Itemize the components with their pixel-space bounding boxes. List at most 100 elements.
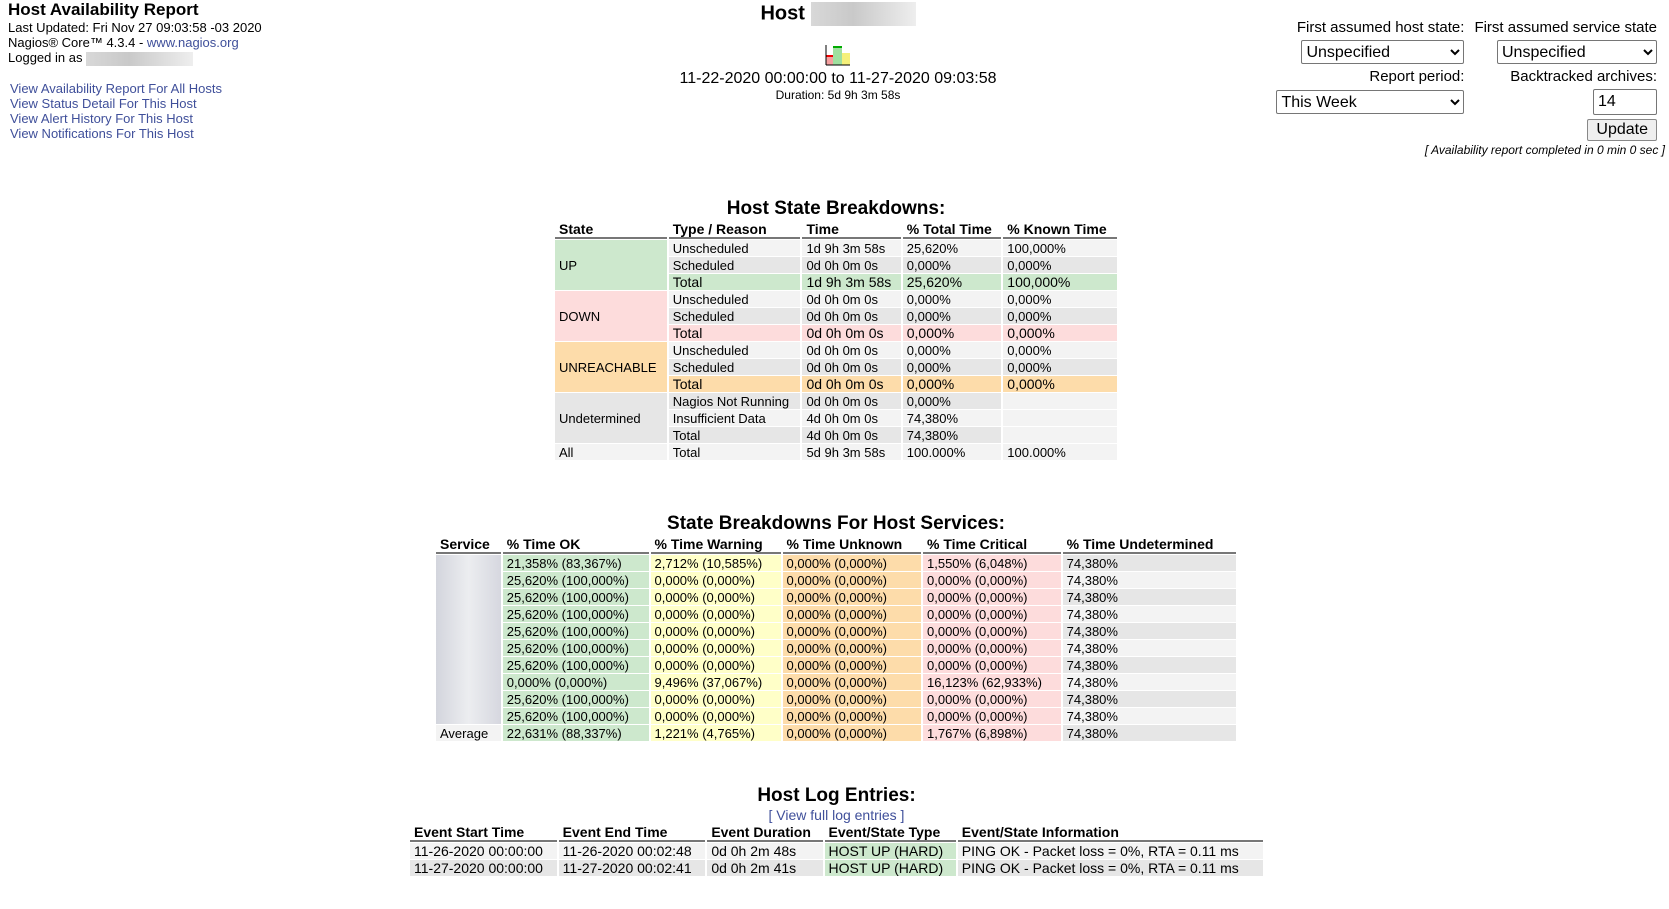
table-row: UNREACHABLE Unscheduled 0d 0h 0m 0s 0,000% 0…: [555, 342, 1117, 392]
link-status-detail[interactable]: View Status Detail For This Host: [10, 96, 197, 111]
view-full-log-link[interactable]: [ View full log entries ]: [768, 807, 905, 823]
table-cell: 0,000%: [1003, 325, 1117, 341]
table-cell: 0,000% (0,000%): [923, 691, 1061, 707]
table-cell: 25,620% (100,000%): [502, 708, 649, 724]
link-alert-history[interactable]: View Alert History For This Host: [10, 111, 194, 126]
table-cell: 74,380%: [1062, 589, 1236, 605]
table-cell: 74,380%: [1062, 674, 1236, 690]
table-cell: 25,620%: [902, 240, 1002, 256]
service-title: State Breakdowns For Host Services:: [667, 513, 1005, 534]
table-cell: 25,620% (100,000%): [502, 623, 649, 639]
table-cell: 1,221% (4,765%): [650, 725, 781, 741]
service-state-label: First assumed service state: [1474, 19, 1657, 36]
table-cell: Total: [668, 325, 801, 341]
service-row: 25,620% (100,000%) 0,000% (0,000%) 0,000% …: [436, 640, 1236, 656]
table-cell: 0,000% (0,000%): [782, 725, 921, 741]
column-header: % Total Time: [902, 221, 1002, 239]
trends-chart-icon[interactable]: [600, 44, 1076, 66]
table-cell: Insufficient Data: [668, 410, 801, 426]
service-row: 0,000% (0,000%) 9,496% (37,067%) 0,000% (0…: [436, 674, 1236, 690]
table-cell: 11-27-2020 00:00:00: [410, 860, 557, 876]
column-header: % Known Time: [1003, 221, 1117, 239]
table-cell: 25,620% (100,000%): [502, 572, 649, 588]
table-row: Total 4d 0h 0m 0s 74,380%: [555, 427, 1117, 443]
table-cell: Nagios Not Running: [668, 393, 801, 409]
service-row: 25,620% (100,000%) 0,000% (0,000%) 0,000% …: [436, 708, 1236, 724]
completion-note: [ Availability report completed in 0 min…: [1424, 143, 1665, 157]
table-cell: 0,000% (0,000%): [650, 640, 781, 656]
column-header: % Time OK: [502, 536, 649, 554]
table-cell: 100,000%: [1003, 240, 1117, 256]
table-cell: 0d 0h 0m 0s: [802, 291, 901, 307]
column-header: Event End Time: [558, 824, 706, 842]
table-cell: 100.000%: [1003, 444, 1117, 460]
service-row: 25,620% (100,000%) 0,000% (0,000%) 0,000% …: [436, 606, 1236, 622]
table-cell: 0,000%: [1003, 291, 1117, 307]
report-period-select[interactable]: This Week: [1276, 90, 1465, 114]
service-row: 25,620% (100,000%) 0,000% (0,000%) 0,000% …: [436, 589, 1236, 605]
table-cell: Total: [668, 427, 801, 443]
table-row: Total 1d 9h 3m 58s 25,620% 100,000%: [555, 274, 1117, 290]
table-cell: 0,000% (0,000%): [782, 708, 921, 724]
table-cell: 11-26-2020 00:02:48: [558, 843, 706, 859]
table-cell: 0d 0h 0m 0s: [802, 325, 901, 341]
table-cell: 25,620% (100,000%): [502, 657, 649, 673]
table-cell: 25,620% (100,000%): [502, 589, 649, 605]
table-row: Total 0d 0h 0m 0s 0,000% 0,000%: [555, 325, 1117, 341]
table-cell: 0,000% (0,000%): [650, 691, 781, 707]
table-cell: 74,380%: [1062, 572, 1236, 588]
table-cell: PING OK - Packet loss = 0%, RTA = 0.11 m…: [957, 843, 1263, 859]
report-duration: Duration: 5d 9h 3m 58s: [775, 88, 901, 102]
link-notifications[interactable]: View Notifications For This Host: [10, 126, 194, 141]
table-cell: 0,000%: [902, 342, 1002, 358]
table-cell: 0,000% (0,000%): [923, 640, 1061, 656]
service-name-redacted[interactable]: [436, 555, 501, 724]
column-header: Type / Reason: [668, 221, 801, 239]
table-cell: 4d 0h 0m 0s: [802, 427, 901, 443]
table-cell: 25,620%: [902, 274, 1002, 290]
table-cell: 0,000% (0,000%): [782, 623, 921, 639]
service-row: 25,620% (100,000%) 0,000% (0,000%) 0,000% …: [436, 623, 1236, 639]
log-row: 11-26-2020 00:00:00 11-26-2020 00:02:48 0d…: [410, 843, 1263, 859]
service-state-select[interactable]: Unspecified: [1497, 40, 1657, 64]
table-cell: 0,000% (0,000%): [650, 623, 781, 639]
host-state-select[interactable]: Unspecified: [1301, 40, 1465, 64]
column-header: Event/State Information: [957, 824, 1263, 842]
table-cell: 25,620% (100,000%): [502, 606, 649, 622]
table-row: All Total 5d 9h 3m 58s 100.000% 100.000%: [555, 444, 1117, 460]
log-table: Event Start Time Event End Time Event Dura…: [408, 823, 1265, 877]
nagios-link[interactable]: www.nagios.org: [146, 35, 239, 50]
report-range: 11-22-2020 00:00:00 to 11-27-2020 09:03:…: [679, 70, 997, 87]
column-header: State: [555, 221, 667, 239]
table-cell: 74,380%: [1062, 555, 1236, 571]
table-cell: 9,496% (37,067%): [650, 674, 781, 690]
table-cell: 74,380%: [1062, 623, 1236, 639]
header-row: State Type / Reason Time% Total Time% Know…: [555, 221, 1117, 239]
table-row: Scheduled 0d 0h 0m 0s 0,000% 0,000%: [555, 308, 1117, 324]
table-cell: Total: [668, 274, 801, 290]
column-header: % Time Critical: [923, 536, 1061, 554]
link-all-hosts[interactable]: View Availability Report For All Hosts: [10, 81, 222, 96]
table-row: Scheduled 0d 0h 0m 0s 0,000% 0,000%: [555, 359, 1117, 375]
table-cell: 0,000% (0,000%): [650, 572, 781, 588]
table-cell: [1003, 393, 1117, 409]
table-cell: 0,000% (0,000%): [923, 572, 1061, 588]
host-state-section: Host State Breakdowns: State Type / Reaso…: [553, 198, 1119, 461]
column-header: Event Start Time: [410, 824, 557, 842]
table-cell: 1,767% (6,898%): [923, 725, 1061, 741]
table-cell: 4d 0h 0m 0s: [802, 410, 901, 426]
table-cell: 11-27-2020 00:02:41: [558, 860, 706, 876]
host-label: Host: [760, 2, 805, 25]
table-cell: 0,000% (0,000%): [782, 674, 921, 690]
archives-input[interactable]: [1593, 89, 1657, 115]
table-cell: 0,000% (0,000%): [782, 555, 921, 571]
update-button[interactable]: Update: [1587, 119, 1657, 141]
state-cell: Undetermined: [555, 393, 667, 443]
table-cell: 22,631% (88,337%): [502, 725, 649, 741]
table-cell: 0d 0h 0m 0s: [802, 308, 901, 324]
table-cell: 0,000%: [1003, 257, 1117, 273]
table-cell: 0,000% (0,000%): [782, 589, 921, 605]
table-cell: 74,380%: [1062, 708, 1236, 724]
table-cell: 0,000%: [1003, 342, 1117, 358]
column-header: % Time Warning: [650, 536, 781, 554]
